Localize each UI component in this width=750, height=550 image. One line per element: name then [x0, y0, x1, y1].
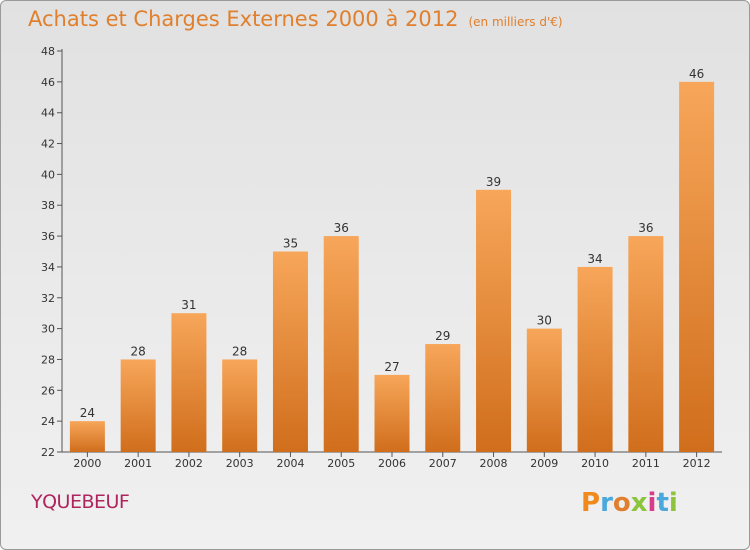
bar-value-label: 46: [689, 67, 704, 81]
chart-axes: 22 24 26 28 30 32 34 36 38 40 42 44 46 48: [41, 45, 722, 459]
bar-2003: [222, 359, 258, 452]
bar-2001: [120, 359, 156, 452]
bar-2006: [374, 374, 410, 452]
bar-value-label: 27: [384, 360, 399, 374]
bar-2002: [171, 313, 207, 452]
y-tick-label: 30: [41, 323, 55, 336]
bar-2011: [628, 236, 664, 452]
x-tick-label: 2002: [175, 457, 203, 470]
y-tick-label: 42: [41, 138, 55, 151]
y-tick-label: 48: [41, 45, 55, 58]
logo-letter: r: [600, 488, 613, 518]
y-tick-label: 40: [41, 168, 55, 181]
chart-labels: 24 2000 28 2001 31 2002 28 2003 35 2004 36 2005 27 20…: [73, 67, 710, 470]
logo-letter: t: [656, 488, 669, 518]
bar-value-label: 24: [80, 406, 95, 420]
y-tick-label: 46: [41, 76, 55, 89]
chart-title-main: Achats et Charges Externes 2000 à 2012: [28, 7, 459, 31]
x-tick-label: 2003: [226, 457, 254, 470]
y-tick-label: 38: [41, 199, 55, 212]
y-tick-label: 32: [41, 292, 55, 305]
y-tick-label: 24: [41, 415, 55, 428]
bar-value-label: 36: [638, 221, 653, 235]
proxiti-logo: Proxiti: [581, 488, 678, 518]
bar-2009: [526, 328, 562, 452]
y-tick-label: 26: [41, 384, 55, 397]
bar-value-label: 28: [131, 344, 146, 358]
bar-value-label: 30: [537, 314, 552, 328]
bar-2012: [679, 81, 715, 452]
bar-value-label: 28: [232, 344, 247, 358]
bar-value-label: 34: [587, 252, 602, 266]
bar-2000: [69, 421, 105, 452]
logo-letter: P: [581, 488, 601, 518]
bar-value-label: 35: [283, 237, 298, 251]
bar-2004: [272, 251, 308, 452]
y-tick-label: 44: [41, 107, 55, 120]
x-tick-label: 2006: [378, 457, 406, 470]
y-tick-label: 28: [41, 353, 55, 366]
y-tick-label: 34: [41, 261, 55, 274]
commune-name: YQUEBEUF: [31, 491, 130, 513]
x-tick-label: 2011: [632, 457, 660, 470]
x-tick-label: 2009: [530, 457, 558, 470]
x-tick-label: 2007: [429, 457, 457, 470]
bar-2007: [425, 344, 461, 452]
logo-letter: x: [630, 488, 648, 518]
logo-letter: i: [647, 488, 657, 518]
chart-title: Achats et Charges Externes 2000 à 2012 (e…: [28, 7, 563, 31]
logo-letter: o: [612, 488, 631, 518]
x-tick-label: 2008: [480, 457, 508, 470]
bar-value-label: 36: [334, 221, 349, 235]
y-tick-label: 22: [41, 446, 55, 459]
bar-2008: [476, 189, 512, 453]
bar-2010: [577, 266, 613, 452]
bar-2005: [323, 236, 359, 452]
logo-letter: i: [668, 488, 678, 518]
chart-unit: (en milliers d'€): [468, 15, 563, 29]
y-tick-label: 36: [41, 230, 55, 243]
x-tick-label: 2012: [683, 457, 711, 470]
bar-value-label: 31: [181, 298, 196, 312]
x-tick-label: 2010: [581, 457, 609, 470]
chart-bars: [69, 81, 715, 453]
x-tick-label: 2005: [327, 457, 355, 470]
x-tick-label: 2000: [73, 457, 101, 470]
x-tick-label: 2001: [124, 457, 152, 470]
bar-value-label: 39: [486, 175, 501, 189]
bar-value-label: 29: [435, 329, 450, 343]
x-tick-label: 2004: [276, 457, 304, 470]
